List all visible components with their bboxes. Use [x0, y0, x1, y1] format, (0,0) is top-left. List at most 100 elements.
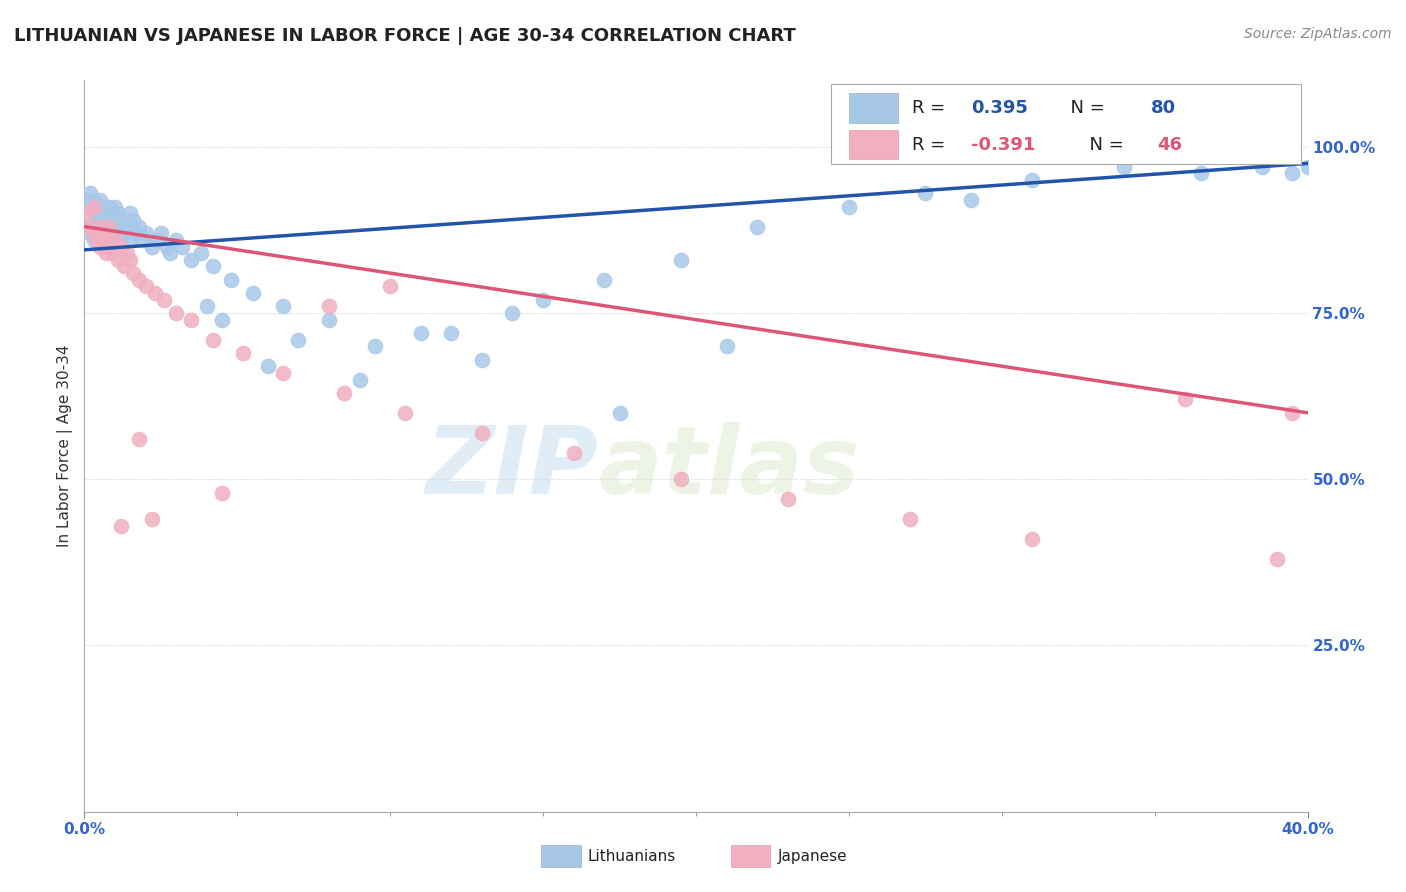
Point [83, 200, 105, 214]
Point [195, 299, 218, 313]
Point [135, 226, 157, 240]
Point [156, 239, 179, 253]
Point [76, 193, 98, 207]
Point [107, 219, 129, 234]
Point [165, 306, 187, 320]
Point [471, 352, 494, 367]
Point [83, 226, 105, 240]
Point [153, 293, 176, 307]
Point [1296, 160, 1319, 174]
Point [669, 252, 692, 267]
Point [89, 239, 111, 253]
Point [172, 239, 194, 253]
Point [219, 273, 242, 287]
Text: atlas: atlas [598, 422, 859, 514]
Point [747, 219, 769, 234]
Point [531, 293, 554, 307]
Point [128, 219, 150, 234]
Text: ZIP: ZIP [425, 422, 598, 514]
Point [190, 246, 212, 260]
Point [776, 492, 799, 507]
Point [242, 286, 264, 301]
Point [79, 226, 101, 240]
Point [1281, 166, 1303, 180]
Point [838, 200, 860, 214]
Point [97, 219, 120, 234]
Point [91, 200, 114, 214]
Point [131, 233, 153, 247]
Point [94, 206, 117, 220]
Point [502, 306, 524, 320]
Point [271, 366, 294, 380]
Point [159, 246, 181, 260]
Point [86, 226, 108, 240]
Text: R =: R = [912, 136, 952, 153]
Point [149, 226, 172, 240]
Text: 80: 80 [1152, 99, 1177, 117]
Point [271, 299, 294, 313]
FancyBboxPatch shape [831, 84, 1302, 164]
Point [97, 239, 120, 253]
Point [94, 219, 117, 234]
Text: LITHUANIAN VS JAPANESE IN LABOR FORCE | AGE 30-34 CORRELATION CHART: LITHUANIAN VS JAPANESE IN LABOR FORCE | … [14, 27, 796, 45]
Point [76, 206, 98, 220]
Point [287, 333, 309, 347]
Point [79, 200, 101, 214]
Point [104, 200, 127, 214]
Point [104, 233, 127, 247]
Point [86, 213, 108, 227]
Point [1281, 406, 1303, 420]
Point [180, 312, 202, 326]
Point [211, 312, 233, 326]
Point [394, 406, 416, 420]
Text: 0.395: 0.395 [972, 99, 1028, 117]
Point [440, 326, 463, 340]
Point [898, 512, 921, 526]
Point [120, 206, 142, 220]
Text: N =: N = [1077, 136, 1129, 153]
Point [97, 213, 120, 227]
Point [201, 333, 224, 347]
Point [97, 226, 120, 240]
Text: R =: R = [912, 99, 952, 117]
Point [1021, 532, 1043, 546]
FancyBboxPatch shape [849, 94, 898, 123]
Text: Source: ZipAtlas.com: Source: ZipAtlas.com [1244, 27, 1392, 41]
Point [1250, 160, 1272, 174]
Point [122, 213, 145, 227]
Point [89, 219, 111, 234]
Point [409, 326, 432, 340]
Point [107, 252, 129, 267]
Point [104, 226, 127, 240]
Point [110, 518, 132, 533]
Point [180, 252, 202, 267]
Point [1189, 166, 1212, 180]
Point [79, 219, 101, 234]
Point [143, 286, 166, 301]
FancyBboxPatch shape [849, 130, 898, 160]
Point [593, 273, 616, 287]
Point [257, 359, 280, 374]
Point [86, 200, 108, 214]
Text: 46: 46 [1157, 136, 1182, 153]
Point [1265, 552, 1288, 566]
Point [128, 273, 150, 287]
Text: -0.391: -0.391 [972, 136, 1036, 153]
Point [380, 279, 402, 293]
Point [318, 312, 340, 326]
Point [122, 266, 145, 280]
Point [211, 485, 233, 500]
Point [94, 233, 117, 247]
Point [91, 213, 114, 227]
Point [89, 233, 111, 247]
Point [101, 246, 124, 260]
Point [91, 226, 114, 240]
Point [86, 233, 108, 247]
Point [1174, 392, 1197, 407]
Point [669, 472, 692, 486]
Point [89, 219, 111, 234]
Point [115, 246, 138, 260]
Point [120, 252, 142, 267]
Point [101, 206, 124, 220]
Y-axis label: In Labor Force | Age 30-34: In Labor Force | Age 30-34 [58, 344, 73, 548]
